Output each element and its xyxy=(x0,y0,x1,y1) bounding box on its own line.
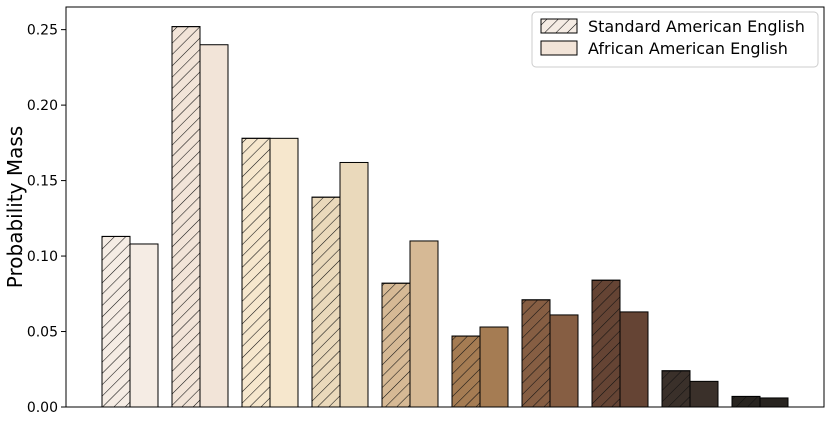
bar-hatch-overlay-7 xyxy=(521,299,551,408)
bar-african-american-english-1 xyxy=(129,243,159,408)
plot-frame xyxy=(65,6,825,408)
y-axis-label: Probability Mass xyxy=(3,126,27,288)
y-tick-label: 0.25 xyxy=(27,23,58,39)
bar-hatch-overlay-8 xyxy=(591,279,621,408)
y-tick-label: 0.05 xyxy=(27,325,58,341)
bar-african-american-english-10 xyxy=(759,397,789,408)
legend-swatch-african-american-english xyxy=(540,40,578,56)
y-tick-label: 0.20 xyxy=(27,98,58,114)
bar-hatch-overlay-5 xyxy=(381,282,411,408)
bar-hatch-overlay-6 xyxy=(451,335,481,408)
bar-african-american-english-2 xyxy=(199,44,229,408)
legend-box xyxy=(531,11,819,68)
bar-african-american-english-8 xyxy=(619,311,649,408)
bar-hatch-overlay-4 xyxy=(311,196,341,408)
bar-african-american-english-3 xyxy=(269,137,299,408)
bar-hatch-overlay-1 xyxy=(101,235,131,408)
bar-hatch-overlay-10 xyxy=(731,395,761,408)
legend-label-standard-american-english: Standard American English xyxy=(588,17,805,36)
bar-hatch-overlay-9 xyxy=(661,370,691,408)
y-tick-label: 0.00 xyxy=(27,400,58,416)
bar-african-american-english-9 xyxy=(689,380,719,408)
bar-hatch-overlay-2 xyxy=(171,26,201,408)
legend-label-african-american-english: African American English xyxy=(588,39,788,58)
legend: Standard American English African America… xyxy=(531,11,819,68)
bars-layer xyxy=(101,26,789,408)
bar-african-american-english-4 xyxy=(339,161,369,408)
y-axis: 0.00 0.05 0.10 0.15 0.20 0.25 xyxy=(27,23,66,416)
bar-hatch-overlay-3 xyxy=(241,137,271,408)
bar-african-american-english-7 xyxy=(549,314,579,408)
bar-african-american-english-5 xyxy=(409,240,439,408)
legend-swatch-hatch xyxy=(540,18,578,34)
y-tick-label: 0.15 xyxy=(27,174,58,190)
y-tick-label: 0.10 xyxy=(27,249,58,265)
bar-african-american-english-6 xyxy=(479,326,509,408)
